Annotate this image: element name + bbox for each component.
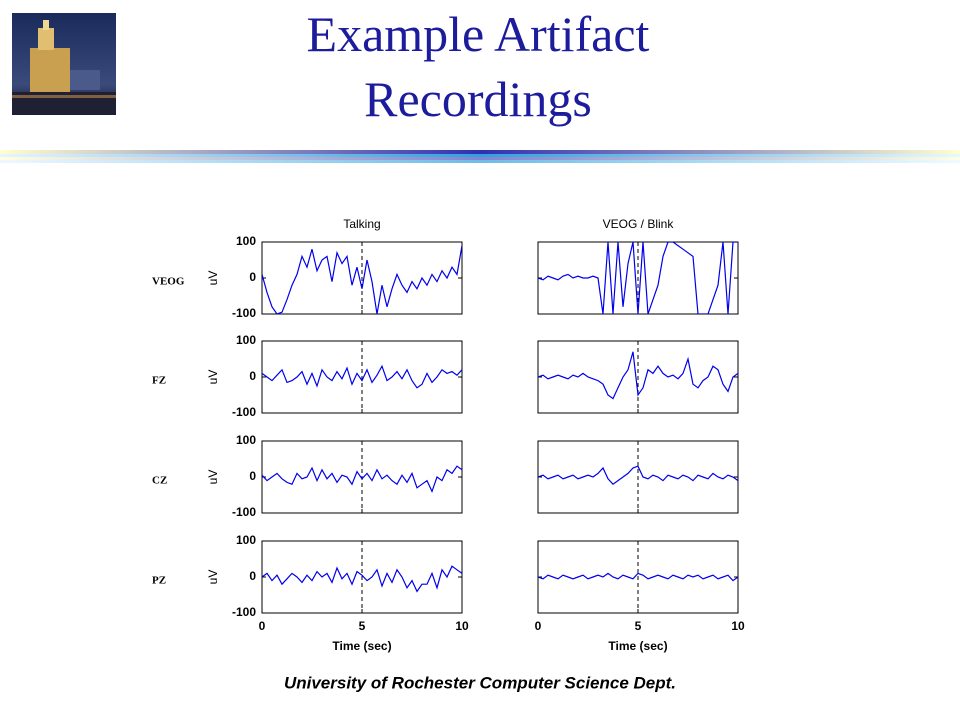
x-axis-label: Time (sec): [608, 639, 667, 653]
chart-title: VEOG / Blink: [603, 217, 675, 231]
trace: [262, 465, 462, 494]
row-label: VEOG: [152, 276, 185, 288]
y-tick-label: 100: [236, 533, 256, 547]
logo: [12, 13, 116, 115]
y-tick-label: 100: [236, 333, 256, 347]
trace: [538, 465, 738, 485]
trace: [262, 364, 462, 389]
y-tick-label: -100: [232, 605, 256, 619]
row-label: PZ: [152, 575, 166, 587]
trace: [538, 351, 738, 400]
y-axis-label: uV: [206, 271, 220, 286]
chart-title: Talking: [343, 217, 380, 231]
x-tick-label: 0: [259, 619, 266, 633]
y-tick-label: 0: [249, 369, 256, 383]
slide-title: Example Artifact Recordings: [307, 6, 650, 127]
y-axis-label: uV: [206, 570, 220, 585]
x-tick-label: 0: [535, 619, 542, 633]
row-label: CZ: [152, 475, 167, 487]
x-tick-label: 5: [359, 619, 366, 633]
x-axis-label: Time (sec): [332, 639, 391, 653]
y-tick-label: 0: [249, 469, 256, 483]
divider: [0, 150, 960, 163]
y-tick-label: 100: [236, 433, 256, 447]
y-tick-label: 0: [249, 569, 256, 583]
trace: [262, 565, 462, 593]
y-tick-label: -100: [232, 405, 256, 419]
y-tick-label: -100: [232, 306, 256, 320]
y-tick-label: 0: [249, 270, 256, 284]
slide-title: Example Artifact: [307, 6, 650, 62]
y-tick-label: -100: [232, 505, 256, 519]
trace: [538, 572, 738, 582]
y-axis-label: uV: [206, 470, 220, 485]
x-tick-label: 5: [635, 619, 642, 633]
footer: University of Rochester Computer Science…: [284, 673, 676, 692]
x-tick-label: 10: [731, 619, 745, 633]
y-tick-label: 100: [236, 234, 256, 248]
trace: [538, 242, 738, 314]
row-label: FZ: [152, 375, 166, 387]
x-tick-label: 10: [455, 619, 469, 633]
y-axis-label: uV: [206, 370, 220, 385]
trace: [262, 245, 462, 314]
slide-title-line: Recordings: [364, 71, 592, 127]
